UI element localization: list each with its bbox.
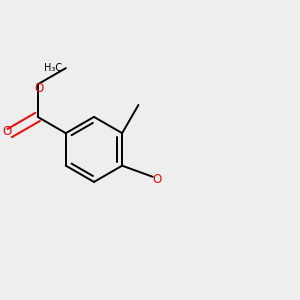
Text: O: O (152, 173, 162, 186)
Text: O: O (34, 82, 44, 95)
Text: H₃C: H₃C (44, 63, 62, 73)
Text: O: O (2, 125, 11, 138)
